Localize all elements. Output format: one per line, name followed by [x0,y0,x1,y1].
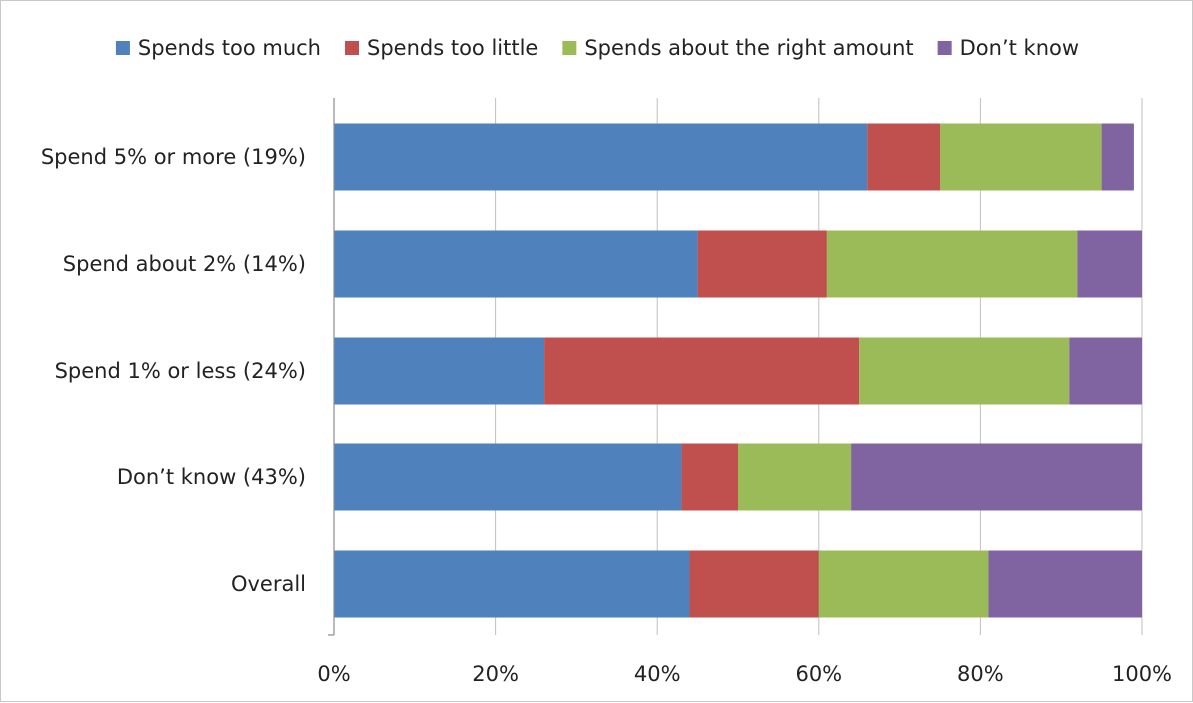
bar-segment-4-2 [818,550,989,618]
bars [334,123,1142,618]
bar-segment-0-0 [334,123,868,191]
category-label: Don’t know (43%) [117,465,306,489]
x-tick-label: 40% [634,662,681,686]
bar-segment-2-3 [1069,337,1142,405]
bar-segment-1-1 [697,230,827,298]
bar-segment-3-2 [738,443,852,511]
bar-segment-1-2 [826,230,1078,298]
legend-label: Spends too little [367,36,538,60]
bar-segment-2-2 [859,337,1070,405]
x-tick-label: 100% [1112,662,1172,686]
bar-segment-3-0 [334,443,682,511]
category-label: Spend 1% or less (24%) [55,359,306,383]
category-label: Spend about 2% (14%) [63,252,306,276]
bar-segment-4-0 [334,550,690,618]
bar-segment-1-3 [1077,230,1142,298]
axes [328,98,335,636]
legend-item-1: Spends too little [345,36,538,60]
bar-segment-3-1 [681,443,738,511]
legend-item-0: Spends too much [115,36,321,60]
bar-segment-0-1 [867,123,940,191]
x-tick-labels: 0% 20% 40% 60% 80% 100% [317,662,1172,686]
legend-swatch [562,41,577,55]
legend: Spends too much Spends too little Spends a… [115,36,1079,60]
x-tick-label: 80% [957,662,1004,686]
legend-item-2: Spends about the right amount [562,36,914,60]
category-label: Spend 5% or more (19%) [41,145,306,169]
bar-segment-2-0 [334,337,545,405]
legend-label: Don’t know [960,36,1079,60]
bar-segment-4-1 [689,550,819,618]
legend-item-3: Don’t know [937,36,1079,60]
legend-swatch [937,41,952,55]
bar-segment-0-2 [940,123,1102,191]
legend-label: Spends about the right amount [584,36,913,60]
legend-swatch [345,41,360,55]
legend-label: Spends too much [138,36,321,60]
bar-segment-3-3 [851,443,1142,511]
x-tick-label: 0% [317,662,350,686]
category-labels: Spend 5% or more (19%) Spend about 2% (14… [41,145,306,596]
bar-segment-2-1 [544,337,860,405]
bar-segment-0-3 [1101,123,1134,191]
x-tick-label: 20% [472,662,519,686]
category-label: Overall [231,572,306,596]
legend-swatch [115,41,130,55]
bar-segment-4-3 [988,550,1142,618]
bar-segment-1-0 [334,230,698,298]
x-tick-label: 60% [795,662,842,686]
